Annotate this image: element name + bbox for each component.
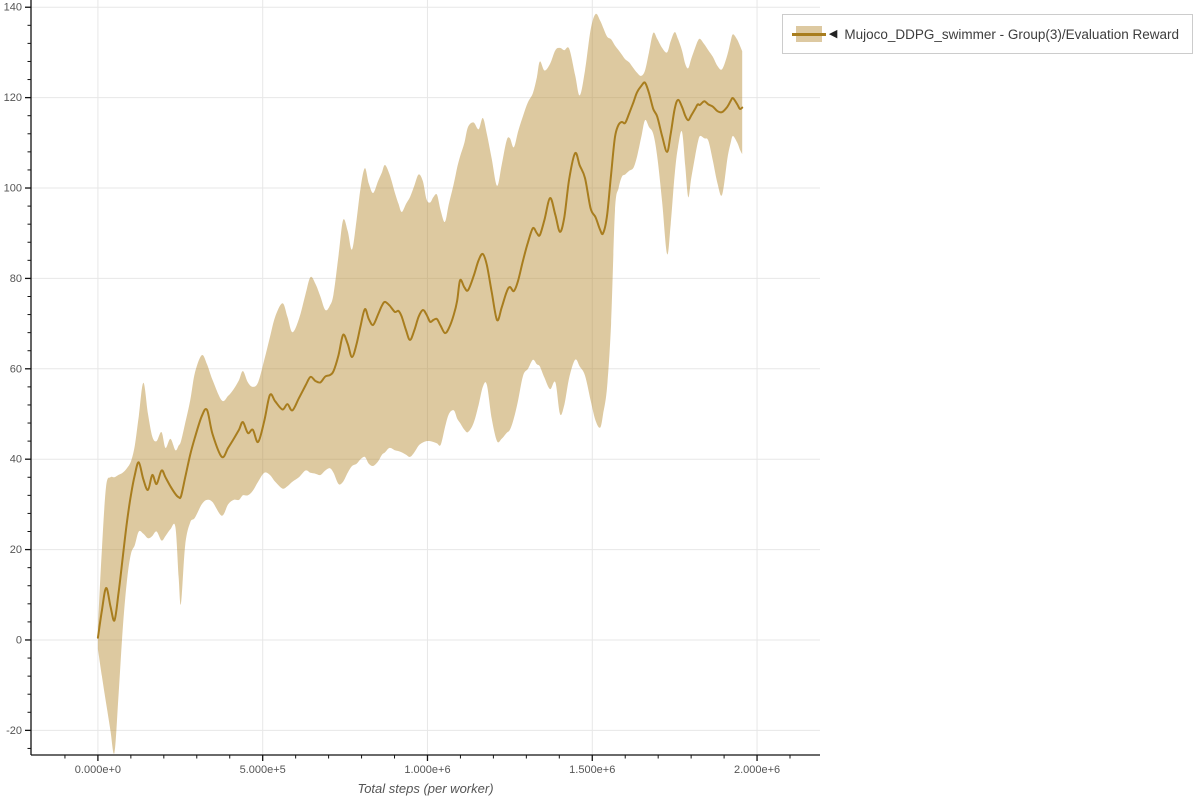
x-tick-label: 2.000e+6 xyxy=(734,764,780,776)
y-tick-label: 0 xyxy=(16,634,22,646)
legend-item[interactable]: ◀ Mujoco_DDPG_swimmer - Group(3)/Evaluat… xyxy=(781,14,1193,54)
legend-label: Mujoco_DDPG_swimmer - Group(3)/Evaluatio… xyxy=(844,26,1179,42)
x-tick-label: 1.500e+6 xyxy=(569,764,615,776)
y-tick-label: 40 xyxy=(10,454,22,466)
mean-line xyxy=(96,81,744,639)
y-tick-label: 60 xyxy=(10,363,22,375)
confidence-band xyxy=(97,13,743,754)
y-tick-label: 120 xyxy=(4,92,22,104)
y-tick-label: 140 xyxy=(4,2,22,14)
x-tick-label: 1.000e+6 xyxy=(404,764,450,776)
y-tick-label: -20 xyxy=(6,725,22,737)
x-tick-label: 5.000e+5 xyxy=(240,764,286,776)
collapse-legend-icon[interactable]: ◀ xyxy=(828,27,838,40)
y-tick-label: 80 xyxy=(10,273,22,285)
x-tick-label: 0.000e+0 xyxy=(75,764,121,776)
x-axis-title: Total steps (per worker) xyxy=(357,781,494,796)
y-tick-label: 100 xyxy=(4,183,22,195)
legend-swatch-icon xyxy=(791,26,826,42)
y-tick-label: 20 xyxy=(10,544,22,556)
legend-line-swatch xyxy=(791,32,826,36)
